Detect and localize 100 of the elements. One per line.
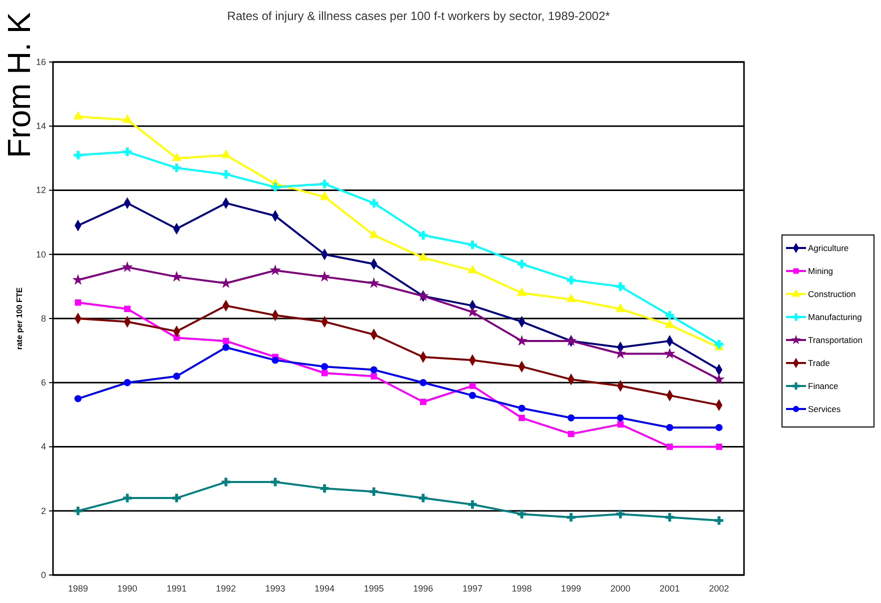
point	[270, 478, 280, 486]
point	[321, 370, 328, 376]
point	[568, 430, 574, 438]
point	[616, 303, 626, 312]
y-axis-title: rate per 100 FTE	[15, 286, 24, 350]
point	[664, 348, 676, 359]
point	[222, 344, 230, 351]
point	[370, 366, 378, 374]
point	[370, 198, 378, 208]
point	[320, 363, 328, 370]
point	[369, 230, 379, 238]
point	[516, 334, 528, 346]
point	[468, 392, 476, 400]
point	[468, 264, 478, 274]
legend-label: Finance	[808, 381, 839, 391]
point	[715, 424, 723, 432]
point	[318, 270, 330, 282]
point	[172, 164, 181, 172]
point	[418, 252, 428, 260]
x-tick-label: 2000	[610, 583, 630, 594]
point	[420, 379, 427, 386]
point	[270, 264, 281, 276]
point	[518, 414, 525, 422]
point	[124, 306, 130, 312]
x-tick-label: 1994	[314, 583, 335, 594]
point	[518, 510, 526, 518]
chart-title: Rates of injury & illness cases per 100 f-t workers by sector, 1989-2002*	[227, 9, 610, 23]
point	[665, 513, 674, 522]
legend-label: Agriculture	[808, 243, 849, 253]
point	[222, 338, 230, 344]
x-tick-label: 2001	[660, 583, 680, 594]
point	[566, 276, 576, 284]
legend-label: Construction	[808, 289, 856, 299]
point	[222, 170, 230, 178]
point	[124, 379, 131, 386]
point	[320, 484, 329, 493]
point	[666, 424, 674, 432]
point	[714, 516, 724, 525]
x-tick-label: 1995	[364, 583, 384, 594]
point	[568, 414, 575, 422]
x-tick-label: 1998	[512, 583, 532, 594]
point	[566, 513, 576, 522]
point	[320, 180, 329, 188]
legend-label: Services	[808, 404, 841, 414]
legend-label: Manufacturing	[808, 312, 862, 322]
point	[172, 152, 182, 161]
point	[370, 487, 378, 496]
point	[469, 382, 476, 389]
y-tick-label: 14	[36, 121, 46, 132]
text: From H. K	[1, 12, 37, 158]
x-tick-label: 1992	[216, 583, 236, 594]
point	[368, 277, 380, 288]
y-tick-label: 6	[40, 378, 46, 388]
point	[713, 373, 725, 384]
point	[666, 444, 673, 450]
point	[565, 334, 577, 346]
point	[74, 506, 82, 516]
point	[74, 150, 82, 160]
x-tick-label: 1993	[265, 583, 286, 594]
point	[122, 114, 132, 122]
point	[516, 287, 527, 296]
legend-label: Mining	[808, 266, 834, 276]
point	[221, 149, 231, 158]
point	[518, 260, 526, 268]
point	[616, 414, 624, 422]
x-tick-label: 2002	[708, 583, 730, 594]
legend-label: Trade	[808, 358, 830, 368]
legend-label: Transportation	[808, 335, 863, 345]
x-tick-label: 1991	[166, 583, 187, 594]
y-tick-label: 2	[40, 506, 46, 516]
point	[172, 494, 181, 502]
y-tick-label: 4	[40, 442, 46, 452]
point	[220, 277, 232, 288]
point	[418, 230, 428, 240]
x-tick-label: 1997	[462, 583, 482, 594]
point	[616, 510, 625, 518]
point	[122, 261, 133, 272]
y-tick-label: 12	[36, 185, 46, 196]
x-tick-label: 1999	[561, 583, 582, 594]
point	[468, 500, 477, 509]
point	[468, 240, 477, 249]
point	[123, 494, 132, 502]
point	[270, 182, 280, 192]
point	[518, 404, 526, 412]
point	[74, 299, 82, 306]
point	[616, 282, 625, 291]
y-tick-label: 16	[36, 56, 46, 67]
point	[420, 398, 426, 406]
point	[173, 334, 180, 341]
x-tick-label: 1990	[117, 583, 138, 594]
point	[370, 373, 378, 380]
point	[665, 311, 674, 320]
y-tick-label: 10	[36, 249, 46, 260]
x-tick-label: 1989	[68, 583, 88, 594]
point	[173, 372, 180, 380]
point	[272, 356, 279, 364]
point	[74, 395, 82, 402]
point	[418, 494, 428, 502]
y-tick-label: 0	[40, 570, 46, 580]
point	[614, 348, 626, 359]
